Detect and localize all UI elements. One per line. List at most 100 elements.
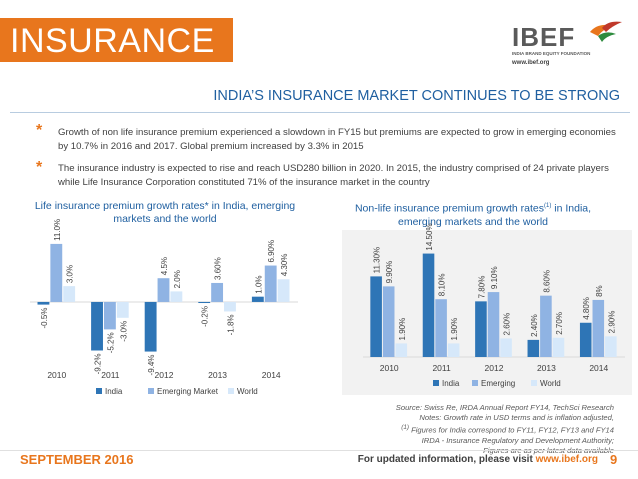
bar-india-2014 xyxy=(579,322,592,357)
chart2-title-main: Non-life insurance premium growth rates xyxy=(354,202,545,215)
main-title: INDIA’S INSURANCE MARKET CONTINUES TO BE… xyxy=(213,88,620,104)
legend-swatch-emerging-market xyxy=(148,388,154,394)
legend-swatch-world xyxy=(531,380,537,386)
legend-label: Emerging Market xyxy=(157,387,219,396)
bar-india-2011 xyxy=(91,301,103,351)
legend-label: Emerging xyxy=(481,379,515,388)
data-label: -0.2% xyxy=(201,306,210,327)
data-label: 9.10% xyxy=(490,266,499,289)
bar-world-2012 xyxy=(500,338,512,357)
bar-india-2013 xyxy=(198,301,211,304)
x-tick-label: 2011 xyxy=(101,370,120,380)
data-label: 4.80% xyxy=(582,297,591,320)
data-label: 8.10% xyxy=(438,274,447,297)
bullet-text-2: The insurance industry is expected to ri… xyxy=(58,163,609,188)
data-label: 3.0% xyxy=(66,265,75,283)
footer-url-link[interactable]: www.ibef.org xyxy=(535,454,598,465)
data-label: -0.5% xyxy=(40,308,49,329)
source-line-2: Notes: Growth rate in USD terms and is i… xyxy=(419,413,614,422)
data-label: 8.60% xyxy=(542,270,551,293)
x-tick-label: 2013 xyxy=(537,363,556,373)
data-label: 6.90% xyxy=(267,240,276,263)
data-label: 1.0% xyxy=(254,275,263,293)
bar-india-2014 xyxy=(251,296,264,302)
chart2-title: Non-life insurance premium growth rates(… xyxy=(338,200,608,229)
legend-label: India xyxy=(105,387,123,396)
data-label: 2.40% xyxy=(530,314,539,337)
logo-url[interactable]: www.ibef.org xyxy=(512,60,550,66)
footer-text: For updated information, please visit ww… xyxy=(358,454,598,465)
x-tick-label: 2011 xyxy=(432,363,451,373)
data-label: 2.70% xyxy=(555,312,564,335)
legend-swatch-emerging xyxy=(472,380,478,386)
source-sup: (1) xyxy=(401,424,409,431)
footer-visit-text: For updated information, please visit xyxy=(357,454,536,465)
bar-emerging-2013 xyxy=(540,295,552,357)
bar-emerging-2011 xyxy=(435,299,447,357)
data-label: 2.90% xyxy=(607,311,616,334)
page-number: 9 xyxy=(610,452,618,467)
bar-india-2011 xyxy=(422,253,435,357)
logo-wordmark: IBEF xyxy=(512,22,576,52)
data-label: -5.2% xyxy=(106,332,115,353)
x-tick-label: 2010 xyxy=(380,363,399,373)
legend-label: World xyxy=(540,379,561,388)
legend-swatch-india xyxy=(433,380,439,386)
data-label: -9.4% xyxy=(147,355,156,376)
bar-india-2012 xyxy=(144,301,157,352)
data-label: -1.8% xyxy=(226,314,235,335)
chart1-title: Life insurance premium growth rates* in … xyxy=(34,200,296,225)
x-tick-label: 2012 xyxy=(155,370,174,380)
bar-india-2013 xyxy=(527,339,540,357)
chart1-background xyxy=(20,230,310,405)
bullet-text-1: Growth of non life insurance premium exp… xyxy=(58,127,616,152)
footer-divider xyxy=(0,450,638,451)
header-band: INSURANCE xyxy=(0,18,233,62)
x-tick-label: 2013 xyxy=(208,370,227,380)
ibef-logo: IBEF INDIA BRAND EQUITY FOUNDATION www.i… xyxy=(498,20,628,70)
x-tick-label: 2014 xyxy=(589,363,608,373)
x-tick-label: 2012 xyxy=(485,363,504,373)
data-label: 14.50% xyxy=(425,223,434,250)
x-tick-label: 2014 xyxy=(262,370,281,380)
bar-world-2012 xyxy=(170,291,183,302)
data-label: -9.2% xyxy=(94,354,103,375)
bar-india-2012 xyxy=(475,301,487,357)
bullet-star-icon: * xyxy=(36,122,43,139)
bar-world-2010 xyxy=(63,286,76,302)
source-line-4: IRDA - Insurance Regulatory and Developm… xyxy=(421,435,614,445)
source-line-3: Figures for India correspond to FY11, FY… xyxy=(411,425,614,435)
chart2-title-sup: (1) xyxy=(544,203,552,209)
data-label: 2.0% xyxy=(173,270,182,288)
data-label: 1.90% xyxy=(398,318,407,341)
legend-label: World xyxy=(237,387,258,396)
x-tick-label: 2010 xyxy=(47,370,66,380)
bar-emerging-market-2011 xyxy=(103,301,116,330)
page-section-title: INSURANCE xyxy=(10,22,215,60)
bar-emerging-2012 xyxy=(487,292,500,357)
data-label: -3.0% xyxy=(119,321,128,342)
bar-world-2011 xyxy=(447,343,460,357)
title-divider xyxy=(10,112,630,113)
logo-tagline: INDIA BRAND EQUITY FOUNDATION xyxy=(512,51,591,56)
data-label: 3.60% xyxy=(214,257,223,280)
source-notes: Source: Swiss Re, IRDA Annual Report FY1… xyxy=(348,403,614,456)
legend-label: India xyxy=(442,379,460,388)
bar-emerging-2010 xyxy=(382,286,395,357)
bar-world-2014 xyxy=(605,336,617,357)
bar-world-2011 xyxy=(116,301,129,318)
bar-world-2014 xyxy=(277,279,290,302)
legend-swatch-world xyxy=(228,388,234,394)
bar-india-2010 xyxy=(37,301,50,305)
footer-date: SEPTEMBER 2016 xyxy=(20,452,134,467)
bar-emerging-market-2014 xyxy=(264,265,277,302)
data-label: 8% xyxy=(595,285,604,297)
bar-emerging-market-2013 xyxy=(211,282,224,302)
bar-world-2013 xyxy=(224,301,236,312)
data-label: 4.5% xyxy=(160,257,169,275)
bird-icon xyxy=(590,21,622,42)
data-label: 9.90% xyxy=(385,261,394,284)
data-label: 7.80% xyxy=(477,276,486,299)
bullet-star-icon: * xyxy=(36,159,43,176)
